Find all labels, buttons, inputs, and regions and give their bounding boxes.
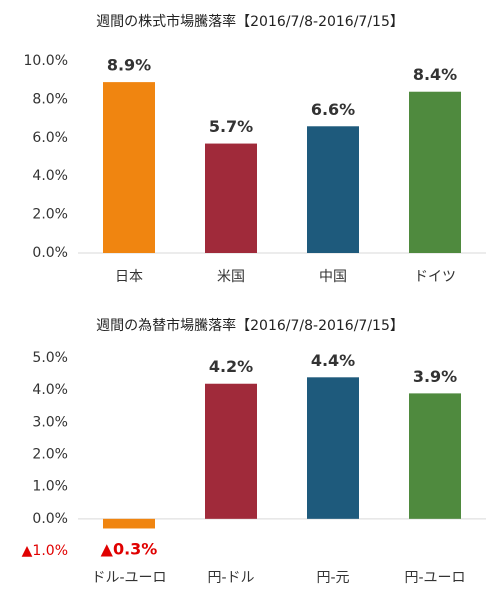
value-label: 8.4% xyxy=(413,65,457,84)
value-label: 3.9% xyxy=(413,367,457,386)
value-label: 8.9% xyxy=(107,56,151,75)
x-tick-label: 中国 xyxy=(319,269,347,285)
x-tick-label: 日本 xyxy=(115,269,143,285)
y-tick-label: 6.0% xyxy=(32,130,68,146)
chart-title: 週間の為替市場騰落率【2016/7/8-2016/7/15】 xyxy=(96,317,404,334)
y-tick-label: 4.0% xyxy=(32,168,68,184)
x-tick-label: ドル-ユーロ xyxy=(91,570,166,586)
y-tick-label: 1.0% xyxy=(32,479,68,495)
bar xyxy=(103,82,155,254)
y-tick-label: 5.0% xyxy=(32,350,68,366)
x-tick-label: 円-ドル xyxy=(207,570,254,586)
y-tick-label: 10.0% xyxy=(24,53,68,69)
value-label: 4.4% xyxy=(311,351,355,370)
x-tick-label: ドイツ xyxy=(414,269,456,285)
value-label: 4.2% xyxy=(209,357,253,376)
y-tick-label: 0.0% xyxy=(32,511,68,527)
bar xyxy=(205,143,257,253)
x-tick-label: 円-元 xyxy=(316,570,349,586)
y-tick-label: 3.0% xyxy=(32,414,68,430)
bar xyxy=(307,126,359,253)
value-label: 6.6% xyxy=(311,100,355,119)
bar xyxy=(409,393,461,519)
bar xyxy=(307,377,359,519)
bar xyxy=(103,518,155,529)
bar xyxy=(409,91,461,253)
value-label: ▲0.3% xyxy=(101,540,158,559)
y-tick-label: ▲1.0% xyxy=(22,543,68,559)
chart-title: 週間の株式市場騰落率【2016/7/8-2016/7/15】 xyxy=(96,13,404,30)
x-tick-label: 米国 xyxy=(217,269,245,285)
x-tick-label: 円-ユーロ xyxy=(404,570,465,586)
y-tick-label: 2.0% xyxy=(32,207,68,223)
y-tick-label: 0.0% xyxy=(32,245,68,261)
bar xyxy=(205,383,257,519)
y-tick-label: 8.0% xyxy=(32,91,68,107)
y-tick-label: 2.0% xyxy=(32,447,68,463)
value-label: 5.7% xyxy=(209,117,253,136)
y-tick-label: 4.0% xyxy=(32,382,68,398)
